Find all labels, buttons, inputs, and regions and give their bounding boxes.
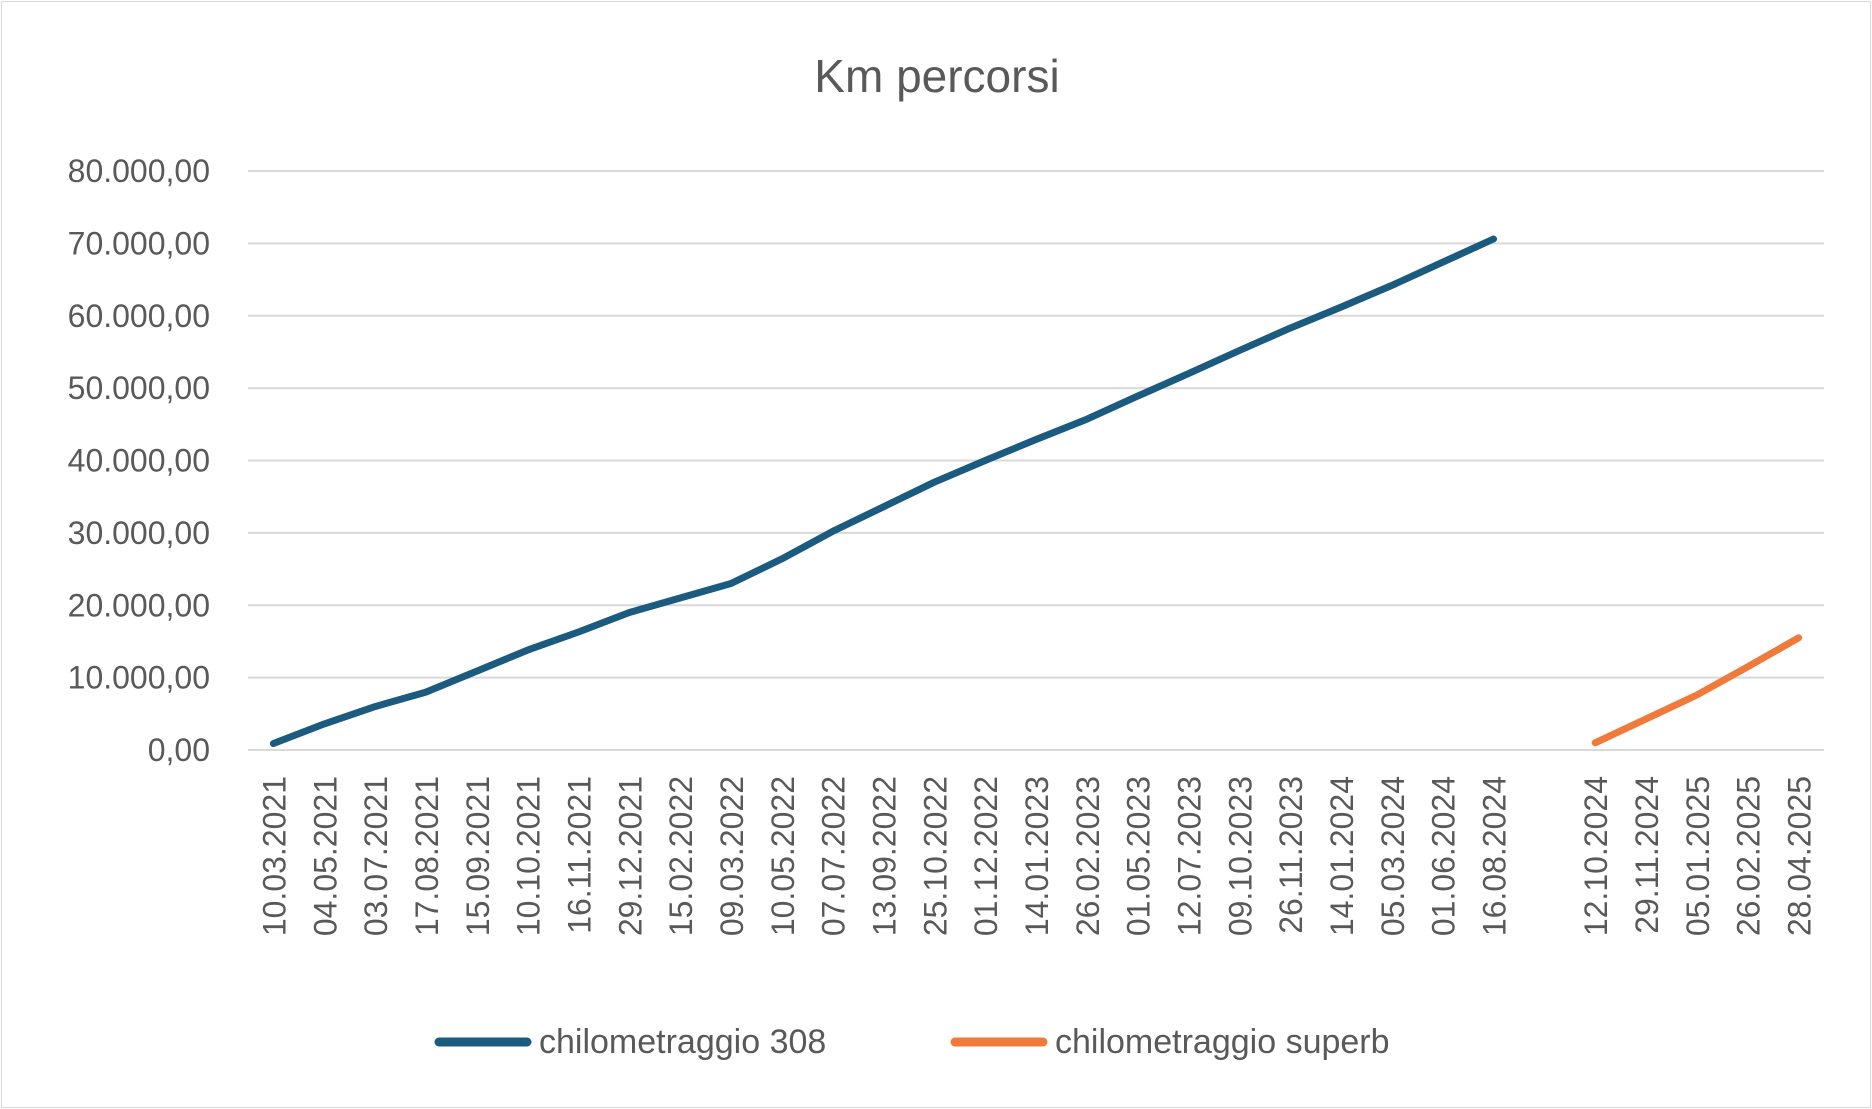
x-tick-label: 25.10.2022 — [917, 776, 953, 936]
x-tick-label: 04.05.2021 — [307, 776, 343, 936]
y-tick-label: 60.000,00 — [68, 298, 210, 334]
y-tick-label: 70.000,00 — [68, 225, 210, 261]
x-tick-label: 29.11.2024 — [1629, 776, 1665, 934]
legend-label: chilometraggio 308 — [539, 1023, 826, 1061]
y-tick-label: 80.000,00 — [68, 153, 210, 189]
series-line-1 — [1591, 634, 1803, 747]
x-tick-label: 05.03.2024 — [1375, 776, 1411, 936]
x-tick-label: 17.08.2021 — [409, 776, 445, 936]
x-tick-label: 10.03.2021 — [256, 776, 292, 936]
x-tick-label: 15.02.2022 — [663, 776, 699, 936]
y-axis-ticks: 0,00 10.000,00 20.000,00 30.000,00 40.000,00… — [68, 153, 210, 768]
x-tick-label: 28.04.2025 — [1782, 776, 1818, 936]
x-tick-label: 14.01.2023 — [1019, 776, 1055, 936]
chart-title: Km percorsi — [814, 50, 1059, 102]
x-tick-label: 03.07.2021 — [358, 776, 394, 936]
x-axis-ticks: 10.03.2021 04.05.2021 03.07.2021 17.08.2021… — [256, 776, 1817, 936]
x-tick-label: 29.12.2021 — [612, 776, 648, 936]
y-tick-label: 10.000,00 — [68, 660, 210, 696]
y-tick-label: 0,00 — [148, 732, 210, 768]
x-tick-label: 13.09.2022 — [866, 776, 902, 936]
legend-label: chilometraggio superb — [1055, 1023, 1390, 1061]
x-tick-label: 26.11.2023 — [1273, 776, 1309, 934]
x-tick-label: 01.12.2022 — [968, 776, 1004, 936]
x-tick-label: 26.02.2025 — [1731, 776, 1767, 936]
y-tick-label: 30.000,00 — [68, 515, 210, 551]
x-tick-label: 10.10.2021 — [511, 776, 547, 936]
x-tick-label: 10.05.2022 — [765, 776, 801, 936]
gridlines — [248, 170, 1824, 751]
x-tick-label: 05.01.2025 — [1680, 776, 1716, 936]
x-tick-label: 12.10.2024 — [1578, 776, 1614, 936]
x-tick-label: 01.06.2024 — [1426, 776, 1462, 936]
y-tick-label: 40.000,00 — [68, 443, 210, 479]
y-tick-label: 20.000,00 — [68, 587, 210, 623]
x-tick-label: 26.02.2023 — [1070, 776, 1106, 936]
x-tick-label: 14.01.2024 — [1324, 776, 1360, 936]
x-tick-label: 16.08.2024 — [1477, 776, 1513, 936]
x-tick-label: 12.07.2023 — [1172, 776, 1208, 936]
legend: chilometraggio 308 chilometraggio superb — [434, 1023, 1390, 1061]
y-tick-label: 50.000,00 — [68, 370, 210, 406]
x-tick-label: 09.10.2023 — [1222, 776, 1258, 936]
x-tick-label: 01.05.2023 — [1121, 776, 1157, 936]
x-tick-label: 09.03.2022 — [714, 776, 750, 936]
x-tick-label: 16.11.2021 — [561, 776, 597, 934]
x-tick-label: 15.09.2021 — [460, 776, 496, 936]
x-tick-label: 07.07.2022 — [816, 776, 852, 936]
series-line-0 — [269, 235, 1497, 747]
series-lines — [269, 235, 1803, 747]
